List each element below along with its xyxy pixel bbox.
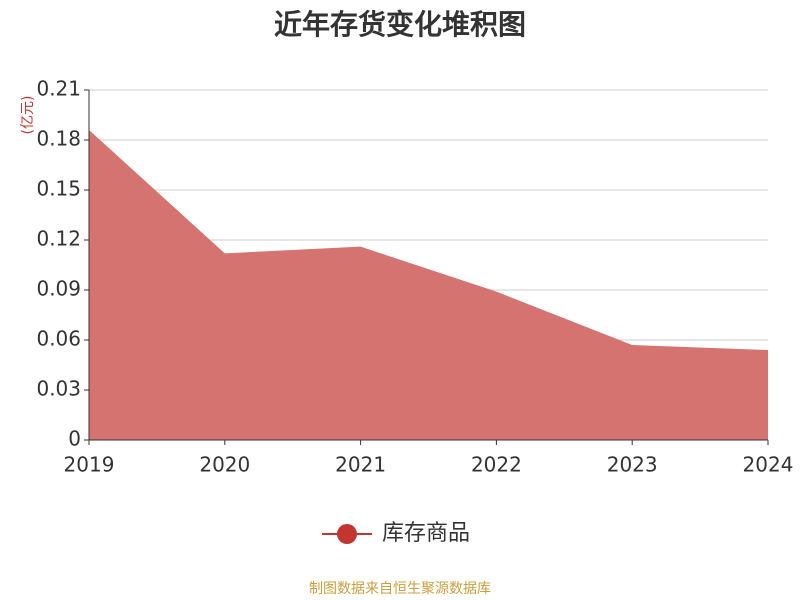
y-tick-label: 0.21: [36, 77, 81, 101]
y-tick-label: 0.12: [36, 227, 81, 251]
x-tick-label: 2024: [743, 453, 794, 477]
area: [89, 130, 768, 440]
y-axis-label: (亿元): [20, 96, 36, 135]
legend-marker: [337, 524, 357, 544]
source-note: 制图数据来自恒生聚源数据库: [309, 581, 491, 597]
y-tick-label: 0: [68, 427, 81, 451]
y-tick-label: 0.03: [36, 377, 81, 401]
x-tick-label: 2019: [64, 453, 115, 477]
x-tick-label: 2023: [607, 453, 658, 477]
y-tick-label: 0.09: [36, 277, 81, 301]
x-tick-label: 2021: [335, 453, 386, 477]
legend-label: 库存商品: [382, 521, 470, 546]
y-tick-label: 0.18: [36, 127, 81, 151]
x-tick-label: 2020: [199, 453, 250, 477]
y-tick-label: 0.15: [36, 177, 81, 201]
chart-title: 近年存货变化堆积图: [274, 8, 526, 41]
x-tick-label: 2022: [471, 453, 522, 477]
y-tick-label: 0.06: [36, 327, 81, 351]
